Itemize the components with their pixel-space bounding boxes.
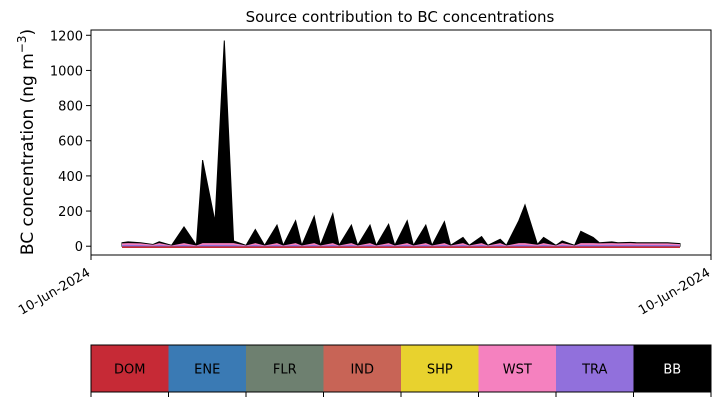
series-purple-area <box>122 244 680 247</box>
colorbar-label: FLR <box>273 363 297 378</box>
series-total-area <box>121 40 681 248</box>
y-tick-label: 400 <box>58 170 83 185</box>
source-colorbar: DOM ENE FLR IND SHP WST TRA BB <box>90 344 712 397</box>
y-tick-label: 1200 <box>50 29 83 44</box>
colorbar-label: BB <box>663 363 681 378</box>
colorbar-segment <box>633 345 712 392</box>
colorbar-segment <box>556 345 634 392</box>
x-tick-label: 10-Jun-2024 <box>16 265 93 318</box>
colorbar-label: ENE <box>194 363 220 378</box>
x-tick-label: 10-Jun-2024 <box>636 265 713 318</box>
colorbar-segment <box>246 345 324 392</box>
colorbar-frame <box>90 344 712 393</box>
y-tick-label: 800 <box>58 100 83 115</box>
x-axis-ticks: 10-Jun-2024 10-Jun-2024 <box>16 255 713 318</box>
y-tick-label: 200 <box>58 205 83 220</box>
y-tick-label: 0 <box>75 240 83 255</box>
colorbar-segment <box>323 345 402 392</box>
colorbar-label: WST <box>503 363 532 378</box>
colorbar-label: IND <box>350 363 374 378</box>
colorbar-label: TRA <box>581 363 607 378</box>
y-tick-label: 600 <box>58 135 83 150</box>
colorbar-label: SHP <box>427 363 453 378</box>
y-axis-label: BC concentration (ng m−3) <box>15 29 38 255</box>
colorbar-segment <box>168 345 247 392</box>
colorbar-segment <box>91 345 169 392</box>
y-axis-ticks: 0 200 400 600 800 1000 1200 <box>50 29 91 255</box>
chart-title: Source contribution to BC concentrations <box>246 8 555 26</box>
colorbar-label: DOM <box>114 363 145 378</box>
plot-frame <box>90 29 712 256</box>
colorbar-segment <box>478 345 557 392</box>
colorbar-segment <box>401 345 479 392</box>
series-layer <box>121 40 681 248</box>
y-tick-label: 1000 <box>50 64 83 79</box>
